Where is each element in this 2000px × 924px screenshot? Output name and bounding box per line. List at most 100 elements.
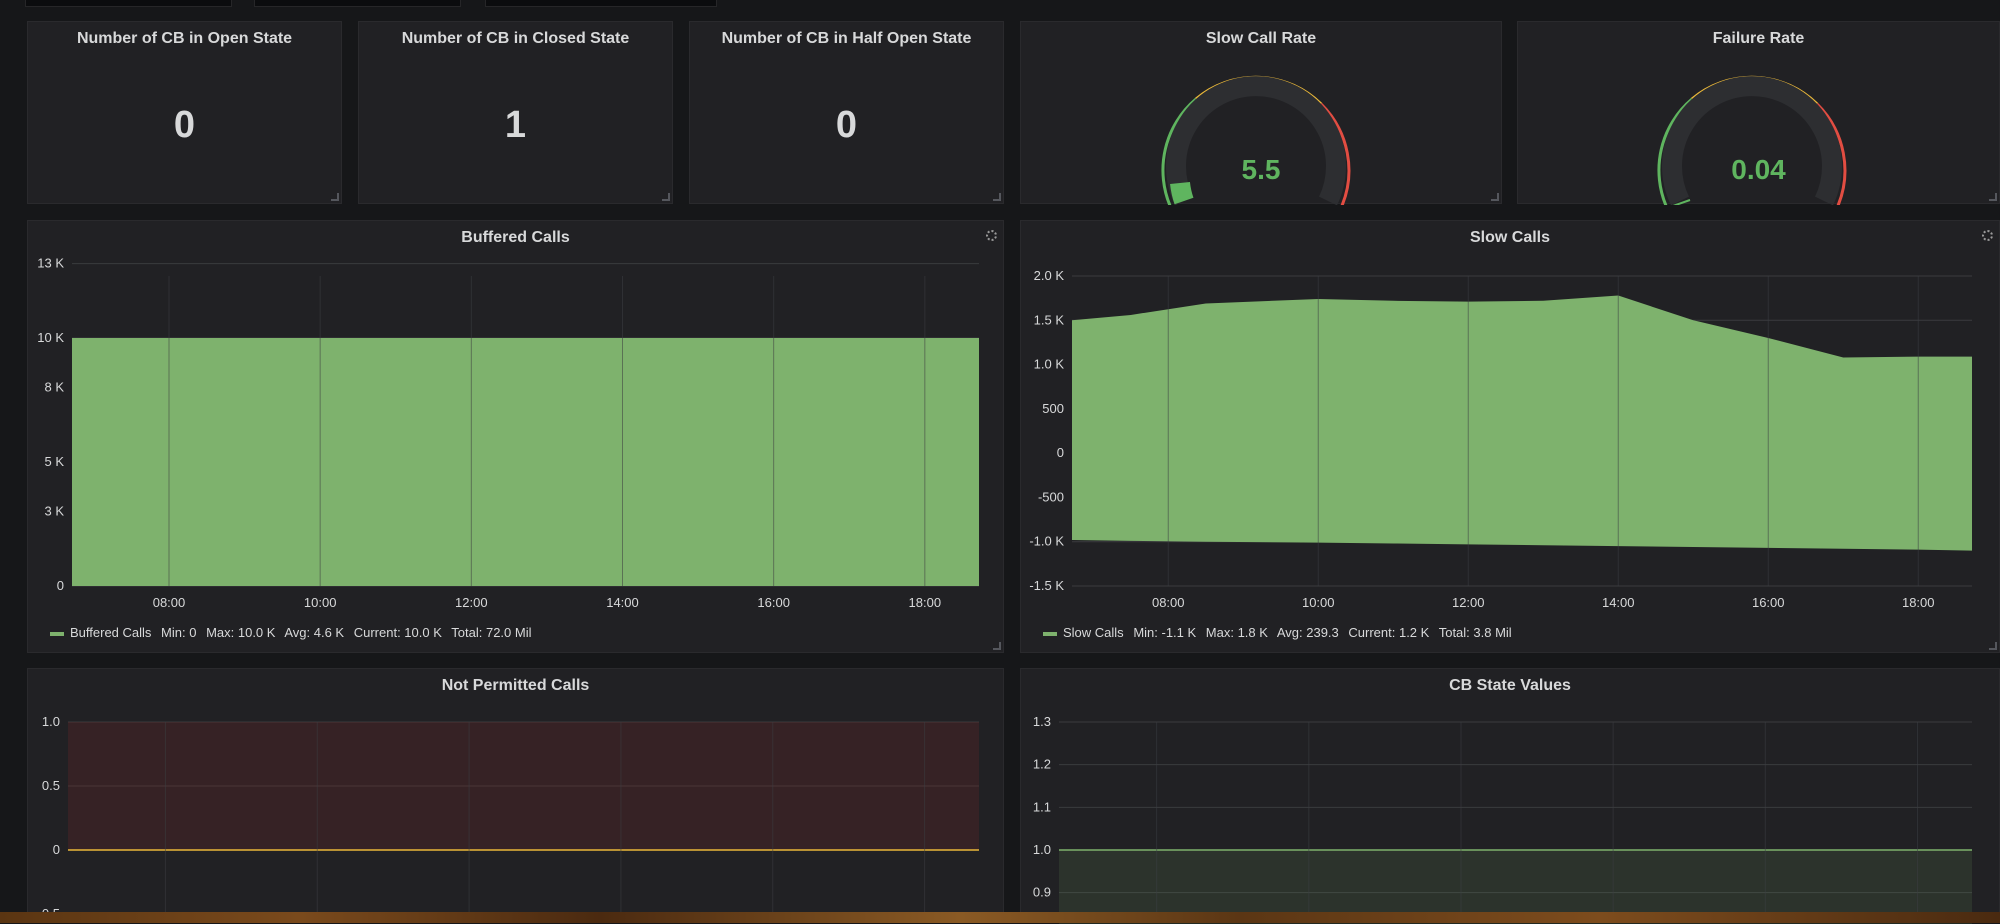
y-tick-label: 1.0	[1033, 842, 1051, 857]
legend-total: Total: 72.0 Mil	[451, 625, 532, 640]
gauge-threshold-arc	[1657, 97, 1693, 205]
legend-current: Current: 10.0 K	[353, 625, 442, 640]
variable-dropdown[interactable]	[25, 0, 232, 7]
y-tick-label: 500	[1042, 401, 1064, 416]
panel-slow-call-rate[interactable]: Slow Call Rate 5.5	[1020, 21, 1502, 205]
gauge-track	[1166, 76, 1346, 205]
panel-title[interactable]: Slow Call Rate	[1205, 30, 1317, 47]
y-tick-label: -1.0 K	[1029, 534, 1064, 549]
panel-cb-state-values[interactable]: CB State Values 1.3 1.2 1.1 1.0 0.9	[1020, 668, 2000, 924]
cb-state-values-chart[interactable]: 1.3 1.2 1.1 1.0 0.9	[1021, 669, 2000, 924]
panel-buffered-calls[interactable]: Buffered Calls 0 3 K 5 K 8 K 10 K 13 K 08:00 10…	[27, 220, 1004, 653]
desktop-background	[0, 912, 2000, 923]
y-tick-label: 1.1	[1033, 799, 1051, 814]
legend-series-name[interactable]: Buffered Calls	[70, 625, 152, 640]
panel-title[interactable]: Number of CB in Half Open State	[721, 30, 972, 47]
panel-title[interactable]: Buffered Calls	[461, 229, 570, 246]
y-tick-label: 1.3	[1033, 714, 1051, 729]
panel-title[interactable]: Number of CB in Open State	[76, 30, 293, 47]
panel-title[interactable]: Not Permitted Calls	[441, 677, 590, 694]
y-tick-label: 13 K	[37, 256, 64, 271]
series-area	[1059, 850, 1972, 924]
x-tick-label: 14:00	[606, 595, 639, 610]
x-tick-label: 08:00	[1152, 595, 1185, 610]
panel-closed-state[interactable]: Number of CB in Closed State 1	[358, 21, 673, 204]
not-permitted-calls-chart[interactable]: 1.00.50-0.5	[28, 669, 1005, 924]
x-tick-label: 16:00	[1752, 595, 1785, 610]
resize-handle-icon[interactable]	[1989, 642, 1997, 650]
resize-handle-icon[interactable]	[1491, 193, 1499, 201]
panel-half-open-state[interactable]: Number of CB in Half Open State 0	[689, 21, 1004, 204]
top-variable-bar	[0, 0, 2000, 20]
y-tick-label: 5 K	[44, 454, 64, 469]
panel-failure-rate[interactable]: Failure Rate 0.04	[1517, 21, 2000, 205]
resize-handle-icon[interactable]	[993, 193, 1001, 201]
gauge-threshold-arc	[1815, 102, 1847, 205]
legend-series-name[interactable]: Slow Calls	[1063, 625, 1124, 640]
y-tick-label: 1.0 K	[1034, 357, 1065, 372]
x-tick-label: 12:00	[455, 595, 488, 610]
gauge-value: 0.04	[1731, 154, 1786, 185]
gauge-value: 5.5	[1241, 154, 1281, 185]
failure-rate-gauge	[1657, 75, 1847, 205]
variable-dropdown[interactable]	[485, 0, 717, 7]
series-area	[1072, 295, 1972, 551]
panel-slow-calls[interactable]: Slow Calls -1.5 K -1.0 K -500 0 500 1.0 K 1.5 …	[1020, 220, 2000, 653]
x-tick-label: 08:00	[153, 595, 186, 610]
legend-avg: Avg: 239.3	[1276, 625, 1339, 640]
legend-avg: Avg: 4.6 K	[284, 625, 345, 640]
slow-calls-chart[interactable]: -1.5 K -1.0 K -500 0 500 1.0 K 1.5 K 2.0 K 08:00…	[1021, 221, 2000, 654]
x-tick-label: 18:00	[909, 595, 942, 610]
resize-handle-icon[interactable]	[1989, 193, 1997, 201]
gauge-threshold-arc	[1319, 102, 1351, 205]
y-tick-label: 2.0 K	[1034, 268, 1065, 283]
chart-legend: Slow Calls Min: -1.1 K Max: 1.8 K Avg: 2…	[1043, 625, 1518, 640]
y-tick-label: 1.2	[1033, 757, 1051, 772]
resize-handle-icon[interactable]	[662, 193, 670, 201]
y-tick-label: 0	[53, 842, 60, 857]
panel-title[interactable]: CB State Values	[1449, 677, 1571, 694]
y-tick-label: -500	[1038, 489, 1064, 504]
panel-title[interactable]: Slow Calls	[1469, 229, 1551, 246]
panel-title[interactable]: Number of CB in Closed State	[401, 30, 630, 47]
legend-swatch	[50, 631, 64, 636]
y-tick-label: 3 K	[44, 504, 64, 519]
y-tick-label: -1.5 K	[1029, 578, 1064, 593]
slow-call-rate-gauge	[1161, 75, 1351, 205]
y-tick-label: 1.0	[42, 714, 60, 729]
buffered-calls-chart[interactable]: 0 3 K 5 K 8 K 10 K 13 K 08:00 10:00 12:00 14:00 16…	[28, 221, 1005, 654]
variable-dropdown[interactable]	[254, 0, 461, 7]
y-tick-label: 0	[1057, 445, 1064, 460]
legend-max: Max: 10.0 K	[206, 625, 276, 640]
legend-max: Max: 1.8 K	[1205, 625, 1268, 640]
threshold-region	[68, 722, 979, 850]
panel-not-permitted-calls[interactable]: Not Permitted Calls 1.00.50-0.5	[27, 668, 1004, 923]
loading-spinner-icon	[986, 230, 997, 241]
x-tick-label: 16:00	[757, 595, 790, 610]
legend-min: Min: -1.1 K	[1133, 625, 1197, 640]
gauge-fill	[1170, 181, 1194, 205]
y-tick-label: 0.5	[42, 778, 60, 793]
x-tick-label: 14:00	[1602, 595, 1635, 610]
x-tick-label: 12:00	[1452, 595, 1485, 610]
panel-open-state[interactable]: Number of CB in Open State 0	[27, 21, 342, 204]
panel-title[interactable]: Failure Rate	[1712, 30, 1805, 47]
chart-legend: Buffered Calls Min: 0 Max: 10.0 K Avg: 4…	[50, 625, 537, 640]
legend-current: Current: 1.2 K	[1348, 625, 1430, 640]
loading-spinner-icon	[1982, 230, 1993, 241]
stat-value: 0	[173, 104, 196, 146]
resize-handle-icon[interactable]	[993, 642, 1001, 650]
y-tick-label: 8 K	[44, 380, 64, 395]
stat-value: 0	[835, 104, 858, 146]
legend-total: Total: 3.8 Mil	[1438, 625, 1512, 640]
gauge-fill	[1672, 199, 1691, 205]
y-tick-label: 0	[57, 578, 64, 593]
x-tick-label: 10:00	[1302, 595, 1335, 610]
x-tick-label: 10:00	[304, 595, 337, 610]
stat-value: 1	[504, 104, 527, 146]
x-tick-label: 18:00	[1902, 595, 1935, 610]
y-tick-label: 10 K	[37, 330, 64, 345]
resize-handle-icon[interactable]	[331, 193, 339, 201]
series-area	[72, 338, 979, 586]
y-tick-label: 0.9	[1033, 885, 1051, 900]
